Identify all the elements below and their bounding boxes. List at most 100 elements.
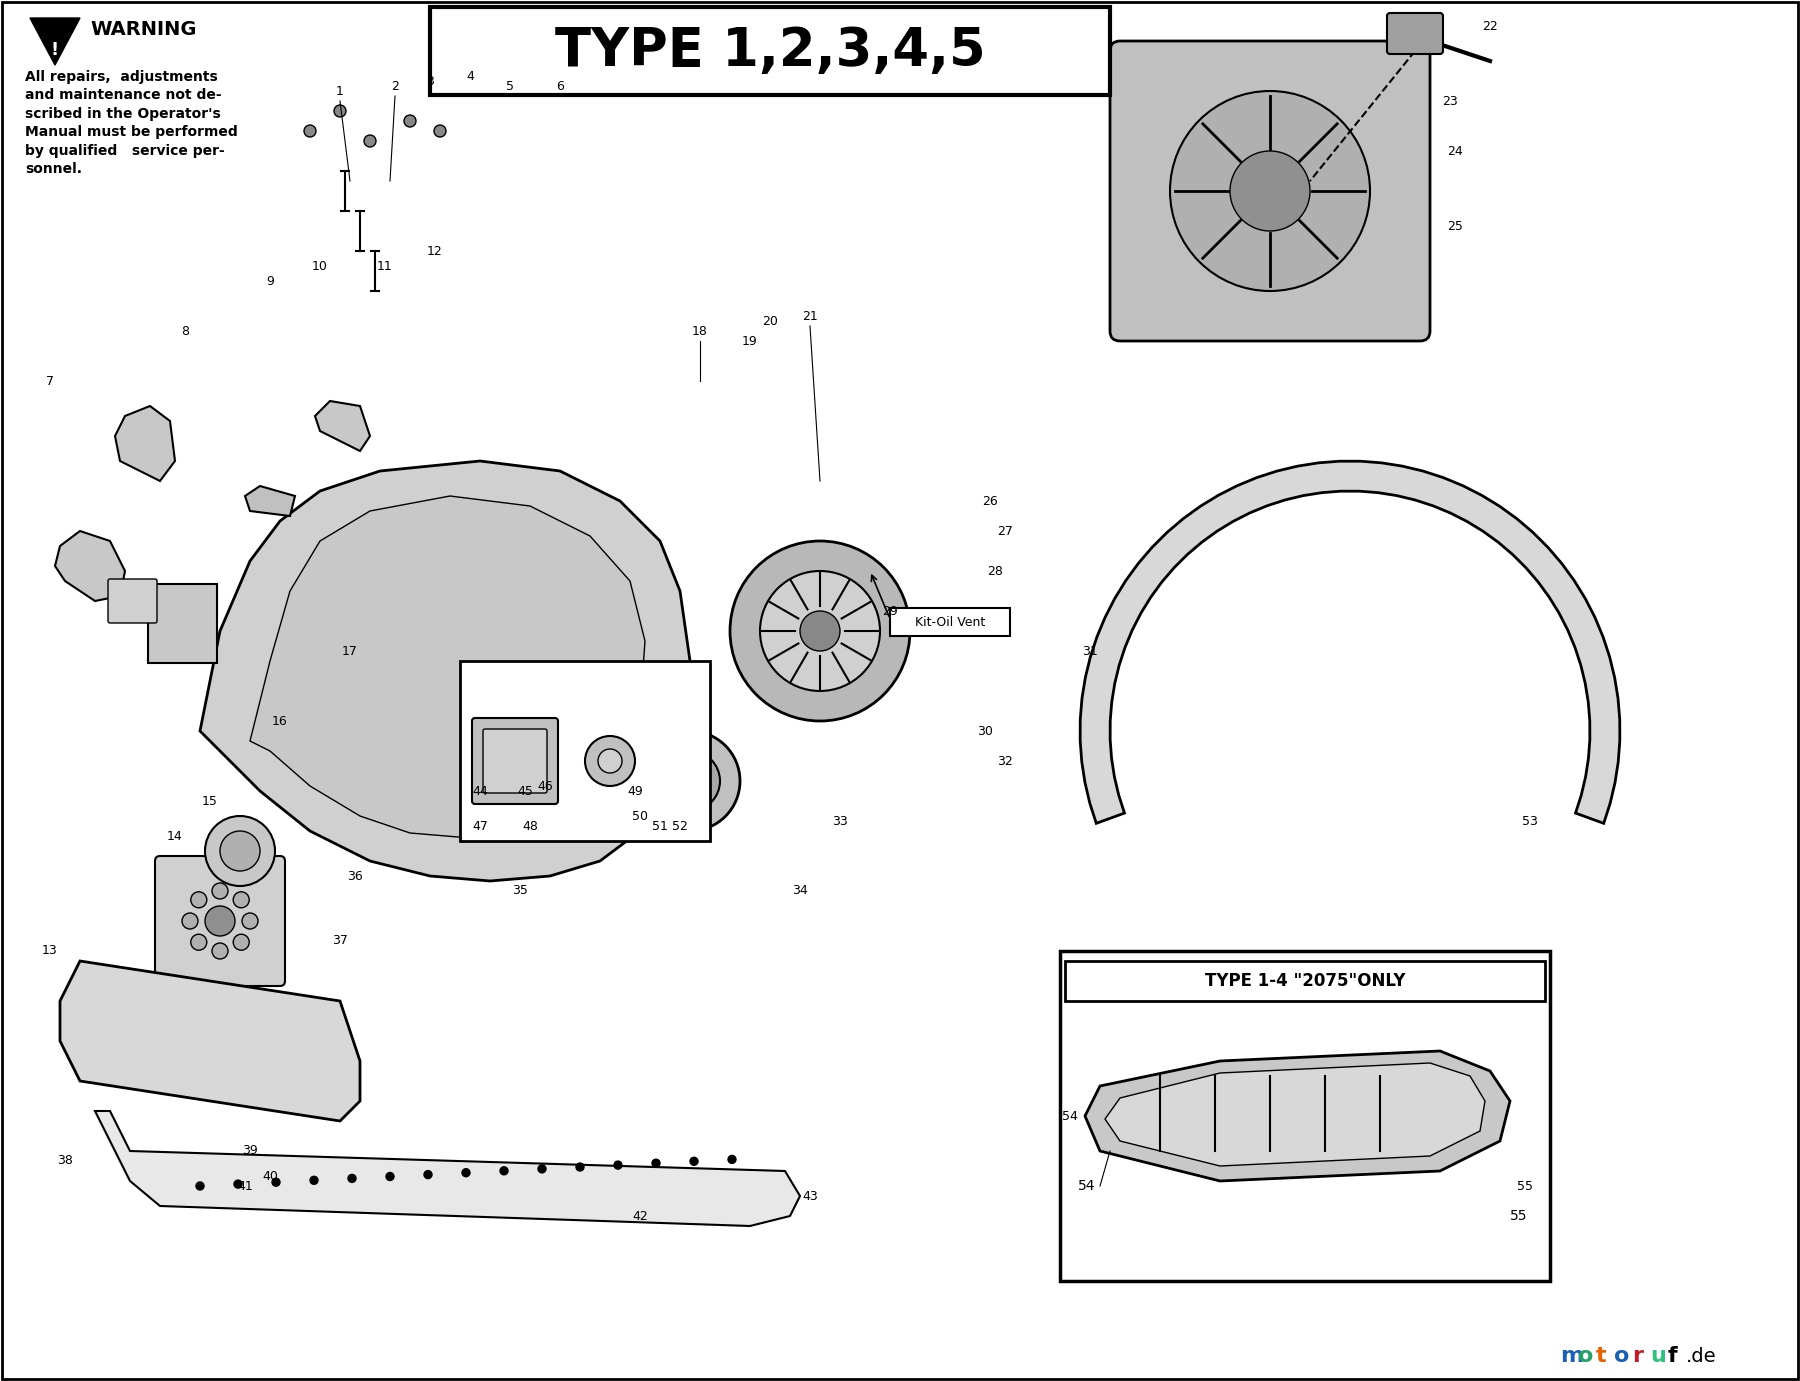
Text: 52: 52: [671, 819, 688, 833]
Circle shape: [614, 1161, 623, 1170]
Text: 30: 30: [977, 725, 994, 737]
Text: 44: 44: [472, 784, 488, 797]
FancyBboxPatch shape: [108, 579, 157, 623]
Circle shape: [585, 736, 635, 786]
Text: 43: 43: [803, 1189, 817, 1203]
Circle shape: [760, 570, 880, 690]
Text: 45: 45: [517, 784, 533, 797]
Text: 9: 9: [266, 275, 274, 287]
Text: f: f: [1669, 1346, 1678, 1366]
Text: 51: 51: [652, 819, 668, 833]
Circle shape: [272, 1178, 281, 1186]
Text: 54: 54: [1062, 1109, 1078, 1123]
Circle shape: [212, 943, 229, 958]
Circle shape: [731, 541, 911, 721]
Text: 8: 8: [182, 325, 189, 337]
Text: 21: 21: [803, 309, 817, 323]
Text: 14: 14: [167, 830, 184, 842]
Bar: [1060, 952, 1550, 1282]
Text: 46: 46: [536, 779, 553, 793]
Text: 42: 42: [632, 1210, 648, 1222]
Circle shape: [727, 1156, 736, 1163]
Text: m: m: [1561, 1346, 1584, 1366]
Bar: [461, 661, 709, 841]
Text: 31: 31: [1082, 645, 1098, 657]
Text: 13: 13: [41, 945, 58, 957]
Text: 33: 33: [832, 815, 848, 827]
Text: !: !: [50, 41, 59, 59]
Text: 54: 54: [1078, 1179, 1094, 1193]
Text: 18: 18: [691, 325, 707, 337]
Circle shape: [364, 135, 376, 146]
Circle shape: [191, 892, 207, 907]
Text: o: o: [1615, 1346, 1629, 1366]
Circle shape: [191, 934, 207, 950]
FancyBboxPatch shape: [148, 584, 218, 663]
FancyBboxPatch shape: [1388, 12, 1444, 54]
Text: t: t: [1597, 1346, 1607, 1366]
Text: 26: 26: [983, 494, 997, 507]
Text: WARNING: WARNING: [90, 19, 196, 39]
Circle shape: [182, 913, 198, 929]
Text: o: o: [1579, 1346, 1593, 1366]
Bar: [1066, 961, 1544, 1001]
Text: u: u: [1651, 1346, 1665, 1366]
Text: 50: 50: [632, 809, 648, 823]
Polygon shape: [1080, 461, 1620, 823]
Text: 40: 40: [263, 1170, 277, 1182]
Circle shape: [689, 1157, 698, 1166]
Text: 5: 5: [506, 80, 515, 93]
FancyBboxPatch shape: [482, 729, 547, 793]
Circle shape: [241, 913, 257, 929]
Text: 2: 2: [391, 80, 400, 93]
Text: 23: 23: [1442, 94, 1458, 108]
Text: 17: 17: [342, 645, 358, 657]
Circle shape: [304, 126, 317, 137]
Text: 35: 35: [511, 884, 527, 898]
Polygon shape: [315, 400, 371, 452]
Text: 49: 49: [626, 784, 643, 797]
Text: TYPE 1,2,3,4,5: TYPE 1,2,3,4,5: [554, 25, 985, 77]
Text: 41: 41: [238, 1179, 252, 1193]
Circle shape: [310, 1177, 319, 1185]
Circle shape: [205, 906, 236, 936]
Text: 37: 37: [331, 935, 347, 947]
Circle shape: [234, 892, 248, 907]
Circle shape: [196, 1182, 203, 1190]
Text: 27: 27: [997, 525, 1013, 537]
Circle shape: [1170, 91, 1370, 291]
Circle shape: [576, 1163, 583, 1171]
Circle shape: [403, 115, 416, 127]
Circle shape: [598, 749, 623, 773]
Circle shape: [205, 816, 275, 887]
Text: 32: 32: [997, 754, 1013, 768]
Polygon shape: [250, 496, 644, 838]
Text: TYPE 1-4 "2075"ONLY: TYPE 1-4 "2075"ONLY: [1204, 972, 1406, 990]
Circle shape: [212, 882, 229, 899]
Circle shape: [347, 1174, 356, 1182]
Circle shape: [434, 126, 446, 137]
Polygon shape: [31, 18, 79, 65]
Circle shape: [234, 934, 248, 950]
Text: 36: 36: [347, 870, 364, 882]
Bar: [889, 608, 1010, 637]
Text: 34: 34: [792, 884, 808, 898]
Polygon shape: [245, 486, 295, 516]
Text: 24: 24: [1447, 145, 1463, 157]
Circle shape: [335, 105, 346, 117]
FancyBboxPatch shape: [155, 856, 284, 986]
Text: 3: 3: [427, 75, 434, 87]
Text: 47: 47: [472, 819, 488, 833]
Text: 7: 7: [47, 374, 54, 388]
Circle shape: [1229, 151, 1310, 231]
Text: 55: 55: [1510, 1208, 1528, 1224]
Text: 4: 4: [466, 69, 473, 83]
Text: 1: 1: [337, 84, 344, 98]
Text: 19: 19: [742, 334, 758, 348]
Polygon shape: [1085, 1051, 1510, 1181]
Text: .de: .de: [1687, 1346, 1717, 1366]
Text: 11: 11: [378, 260, 392, 272]
Polygon shape: [200, 461, 689, 881]
Circle shape: [652, 1159, 661, 1167]
Circle shape: [500, 1167, 508, 1175]
